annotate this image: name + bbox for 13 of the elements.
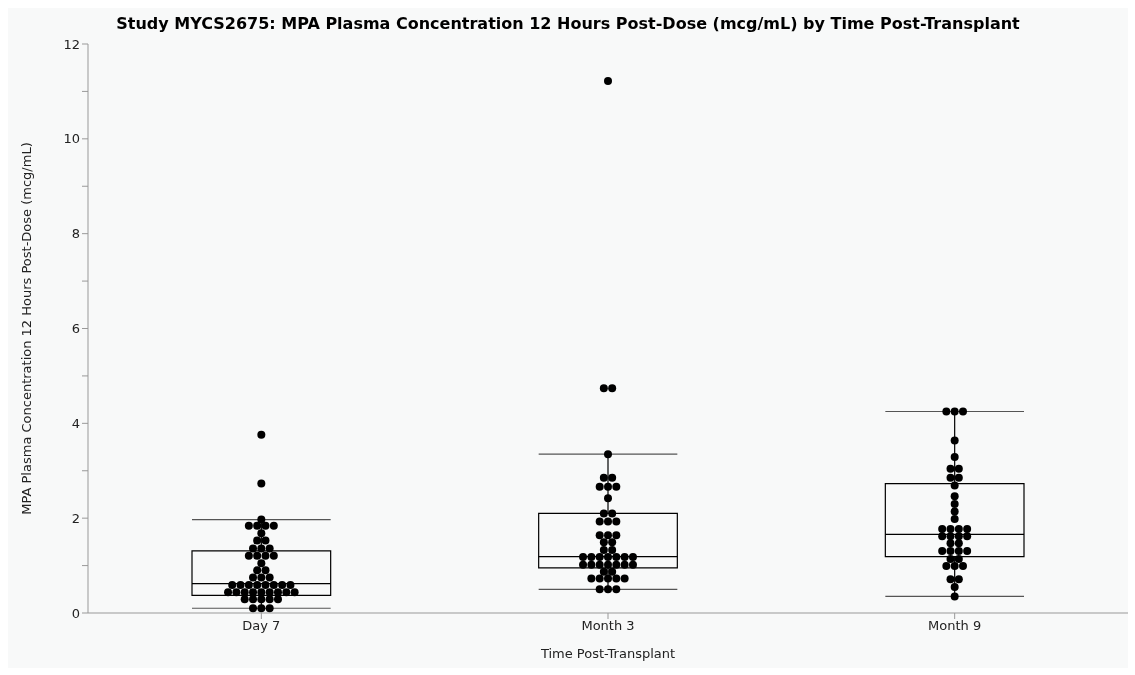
y-axis-title: MPA Plasma Concentration 12 Hours Post-Dose (mcg/mL) [18, 142, 34, 515]
y-tick-label: 8 [71, 226, 80, 242]
y-tick-label: 12 [63, 36, 80, 52]
chart-title: Study MYCS2675: MPA Plasma Concentration 12 Hours Post-Dose (mcg/mL) by Time Post-Transplant [115, 13, 1021, 35]
x-tick-label: Month 3 [581, 618, 635, 634]
x-axis-title: Time Post-Transplant [539, 646, 676, 661]
x-tick-label: Month 9 [928, 618, 982, 634]
y-tick-label: 4 [71, 415, 80, 431]
y-tick-label: 2 [71, 510, 80, 526]
y-tick-label: 0 [71, 605, 80, 621]
y-tick-label: 10 [63, 131, 80, 147]
y-tick-label: 6 [71, 321, 80, 337]
x-tick-label: Day 7 [242, 618, 281, 634]
